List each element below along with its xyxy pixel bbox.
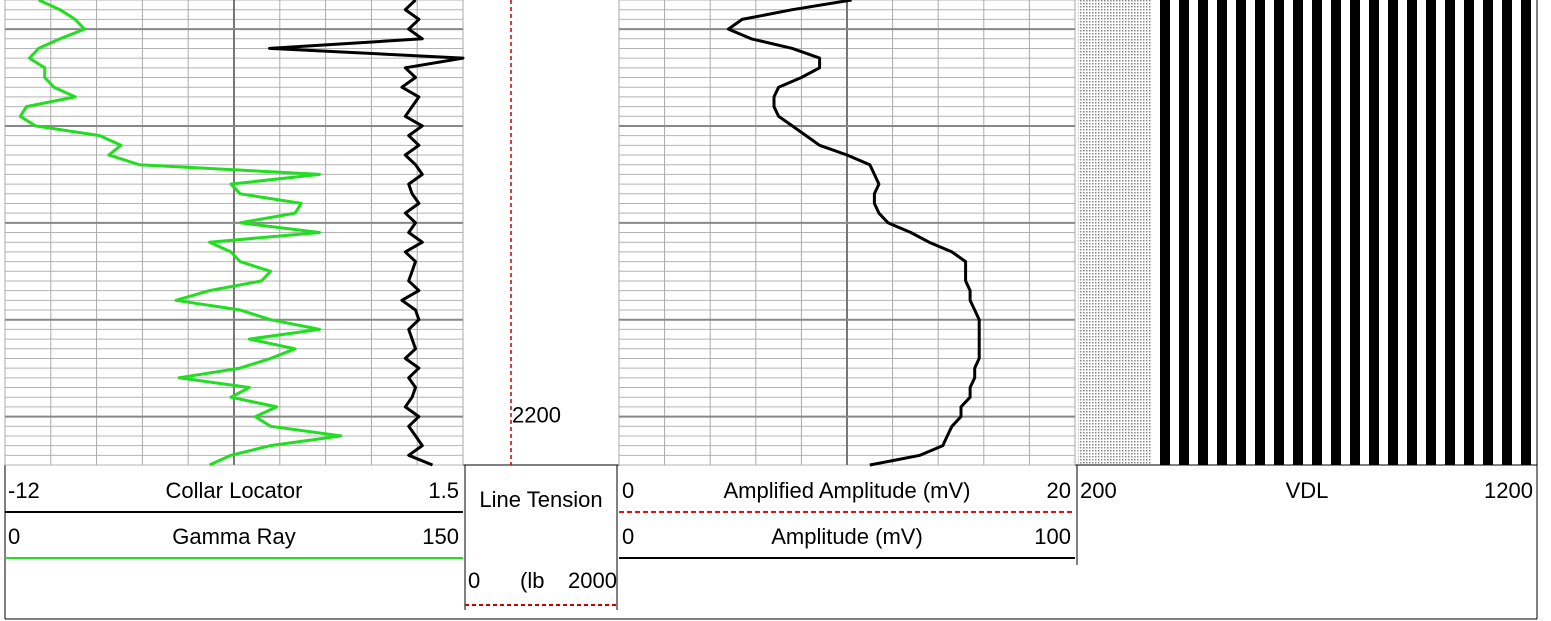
curve bbox=[268, 0, 465, 467]
curve-name: Amplitude (mV) bbox=[771, 524, 923, 549]
curve-name: Collar Locator bbox=[165, 478, 303, 503]
scale-max: 1.5 bbox=[428, 478, 459, 503]
grid bbox=[4, 0, 1076, 466]
scale-min: 0 bbox=[8, 524, 21, 549]
scale-min: 0 bbox=[468, 568, 481, 593]
vdl-noise bbox=[1078, 0, 1152, 465]
curve-unit: (lb bbox=[520, 568, 545, 593]
curve-name: VDL bbox=[1285, 478, 1329, 503]
curve-name: Line Tension bbox=[479, 487, 603, 512]
scale-min: 200 bbox=[1080, 478, 1117, 503]
curve-name: Gamma Ray bbox=[172, 524, 296, 549]
curve bbox=[18, 0, 343, 467]
depth-label: 2200 bbox=[512, 402, 561, 427]
scale-max: 2000 bbox=[568, 568, 617, 593]
scale-max: 150 bbox=[422, 524, 459, 549]
vdl-waveform bbox=[1155, 0, 1535, 465]
scale-max: 1200 bbox=[1484, 478, 1533, 503]
scale-min: 0 bbox=[622, 478, 635, 503]
scale-min: 0 bbox=[622, 524, 635, 549]
curve bbox=[726, 0, 981, 467]
scale-min: -12 bbox=[8, 478, 40, 503]
scale-max: 20 bbox=[1046, 478, 1071, 503]
curves bbox=[18, 0, 981, 467]
curve-name: Amplified Amplitude (mV) bbox=[723, 478, 971, 503]
scale-max: 100 bbox=[1034, 524, 1071, 549]
